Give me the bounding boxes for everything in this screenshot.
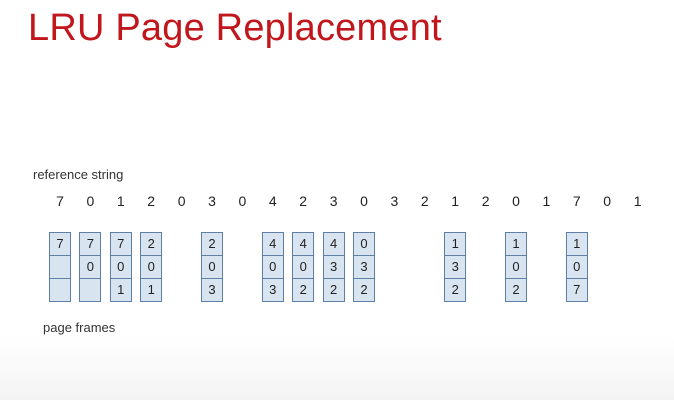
frame-cell: 3 — [323, 255, 344, 278]
reference-item: 3 — [329, 193, 338, 209]
frame-cell: 2 — [445, 278, 466, 301]
frame-cell: 2 — [208, 236, 216, 251]
frame-cell: 2 — [147, 236, 155, 251]
frame-cell: 0 — [506, 255, 526, 278]
frame-cell — [50, 278, 70, 301]
reference-item: 1 — [633, 193, 642, 209]
reference-item: 0 — [238, 193, 247, 209]
reference-item: 0 — [512, 193, 520, 209]
frame-cell: 7 — [117, 236, 125, 251]
reference-item: 0 — [86, 193, 95, 209]
frame-cell: 2 — [293, 278, 314, 301]
frame-cell: 0 — [566, 255, 587, 278]
reference-item: 0 — [177, 193, 186, 209]
reference-item: 1 — [451, 193, 460, 209]
reference-string-label: reference string — [33, 167, 124, 182]
frame-cell: 3 — [354, 255, 374, 278]
frame-cell: 0 — [80, 255, 101, 278]
reference-item: 2 — [420, 193, 429, 209]
frame-cell: 4 — [299, 236, 307, 251]
frame-cell: 2 — [323, 278, 344, 301]
frame-cell: 1 — [451, 236, 459, 251]
frame-cell: 0 — [202, 255, 222, 278]
reference-item: 2 — [147, 193, 156, 209]
frame-cell: 1 — [110, 278, 131, 301]
frame-cell: 3 — [202, 278, 222, 301]
frame-cell: 1 — [573, 236, 581, 251]
frame-column: 7 — [49, 232, 71, 302]
frame-cell: 2 — [354, 278, 374, 301]
reference-item: 2 — [299, 193, 308, 209]
frame-cell: 0 — [141, 255, 162, 278]
reference-item: 1 — [542, 193, 551, 209]
frame-cell: 3 — [262, 278, 283, 301]
frame-cell: 1 — [141, 278, 162, 301]
reference-string: 7 0 1 2 0 3 0 4 2 3 0 3 2 1 2 0 1 7 0 1 — [0, 193, 674, 213]
frame-cell — [80, 278, 101, 301]
reference-item: 3 — [390, 193, 399, 209]
frame-cell: 3 — [445, 255, 466, 278]
frame-cell: 2 — [506, 278, 526, 301]
reference-item: 2 — [481, 193, 490, 209]
frame-cell: 0 — [293, 255, 314, 278]
frame-cell: 4 — [269, 236, 277, 251]
reference-item: 0 — [603, 193, 612, 209]
frame-cell: 0 — [110, 255, 131, 278]
frame-cell: 7 — [56, 236, 64, 251]
frame-cell: 4 — [329, 236, 338, 251]
frame-cell: 1 — [512, 236, 520, 251]
frame-cell: 7 — [86, 236, 94, 251]
frame-cell: 7 — [566, 278, 587, 301]
reference-item: 1 — [116, 193, 125, 209]
frame-cell: 0 — [360, 236, 368, 251]
reference-item: 7 — [572, 193, 581, 209]
page-frames-label: page frames — [43, 320, 116, 335]
reference-item: 0 — [360, 193, 368, 209]
frame-cell — [50, 255, 70, 278]
slide-title: LRU Page Replacement — [28, 7, 442, 49]
reference-item: 4 — [268, 193, 277, 209]
reference-item: 7 — [56, 193, 64, 209]
frame-cell: 0 — [262, 255, 283, 278]
reference-item: 3 — [208, 193, 216, 209]
